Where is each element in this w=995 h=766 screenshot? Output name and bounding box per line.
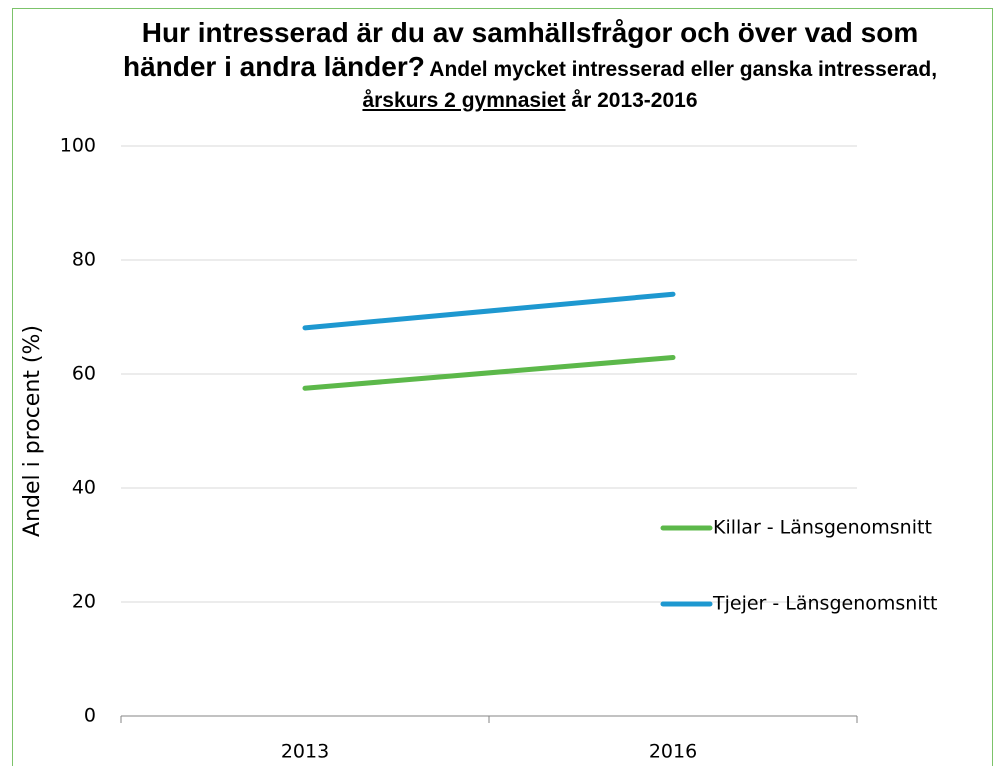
series-line [302,354,676,391]
x-tick-label: 2013 [281,741,329,763]
chart-border [12,8,993,766]
chart-subtitle: år 2013-2016 [571,89,698,112]
legend-label: Killar - Länsgenomsnitt [713,517,932,539]
chart-subtitle: årskurs 2 gymnasiet [362,89,566,112]
y-tick-label: 100 [60,135,96,157]
chart-title-block: Hur intresserad är du av samhällsfrågor … [120,18,940,117]
chart-subtitle: Andel mycket intresserad eller ganska in… [429,58,938,81]
series-line [302,291,676,331]
y-tick-label: 60 [72,363,96,385]
y-tick-label: 20 [72,591,96,613]
y-tick-label: 80 [72,249,96,271]
legend-label: Tjejer - Länsgenomsnitt [712,593,938,615]
y-tick-label: 40 [72,477,96,499]
chart-title: Hur intresserad är du av samhällsfrågor … [122,17,919,82]
y-tick-label: 0 [84,705,96,727]
y-axis-label: Andel i procent (%) [20,325,45,537]
x-tick-label: 2016 [649,741,697,763]
